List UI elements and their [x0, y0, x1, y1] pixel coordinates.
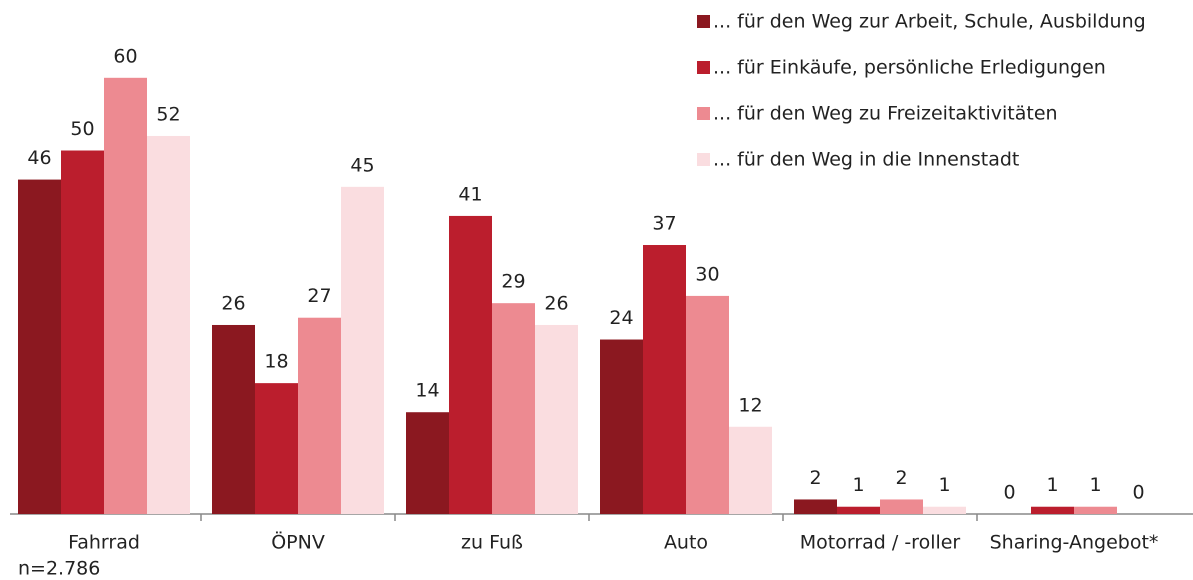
data-label: 12 — [738, 394, 762, 416]
bar — [104, 77, 147, 515]
data-label: 24 — [609, 307, 633, 329]
bar — [406, 412, 449, 514]
legend-label: ... für Einkäufe, persönliche Erledigung… — [713, 57, 1106, 79]
bar — [449, 215, 492, 514]
bar — [147, 135, 190, 514]
bar — [729, 426, 772, 514]
data-label: 41 — [458, 183, 482, 205]
bar — [341, 186, 384, 514]
x-tick-label: Sharing-Angebot* — [990, 532, 1159, 554]
data-label: 0 — [1003, 482, 1015, 504]
data-label: 27 — [307, 285, 331, 307]
x-tick-label: ÖPNV — [271, 531, 325, 554]
bar — [643, 245, 686, 514]
data-label: 60 — [113, 45, 137, 67]
bar — [923, 506, 966, 514]
data-label: 1 — [938, 474, 950, 496]
legend-swatch — [697, 15, 710, 28]
bar — [794, 499, 837, 514]
bar — [686, 295, 729, 514]
bar — [61, 150, 104, 514]
x-tick-label: Fahrrad — [68, 532, 140, 554]
x-tick-label: Auto — [664, 532, 708, 554]
x-tick-label: zu Fuß — [461, 532, 523, 554]
data-label: 29 — [501, 271, 525, 293]
data-label: 45 — [350, 154, 374, 176]
bar — [837, 506, 880, 514]
bar — [492, 303, 535, 514]
x-tick-label: Motorrad / -roller — [800, 532, 961, 554]
bar — [880, 499, 923, 514]
bar — [18, 179, 61, 514]
data-label: 37 — [652, 213, 676, 235]
legend-swatch — [697, 61, 710, 74]
bar — [1074, 506, 1117, 514]
data-label: 1 — [1089, 474, 1101, 496]
bar — [212, 324, 255, 514]
data-label: 46 — [27, 147, 51, 169]
bar — [255, 383, 298, 514]
data-label: 52 — [156, 103, 180, 125]
data-label: 14 — [415, 380, 439, 402]
bar — [600, 339, 643, 514]
data-label: 26 — [544, 292, 568, 314]
data-label: 2 — [895, 467, 907, 489]
data-label: 1 — [852, 474, 864, 496]
legend-label: ... für den Weg zu Freizeitaktivitäten — [713, 103, 1058, 125]
bar — [298, 317, 341, 514]
legend-swatch — [697, 153, 710, 166]
bar — [535, 324, 578, 514]
note: n=2.786 — [18, 558, 100, 580]
data-label: 30 — [695, 263, 719, 285]
data-label: 26 — [221, 292, 245, 314]
data-label: 50 — [70, 118, 94, 140]
legend-swatch — [697, 107, 710, 120]
bar — [1031, 506, 1074, 514]
legend-label: ... für den Weg in die Innenstadt — [713, 149, 1019, 171]
data-label: 2 — [809, 467, 821, 489]
legend-label: ... für den Weg zur Arbeit, Schule, Ausb… — [713, 11, 1146, 33]
data-label: 1 — [1046, 474, 1058, 496]
data-label: 18 — [264, 351, 288, 373]
data-label: 0 — [1132, 482, 1144, 504]
